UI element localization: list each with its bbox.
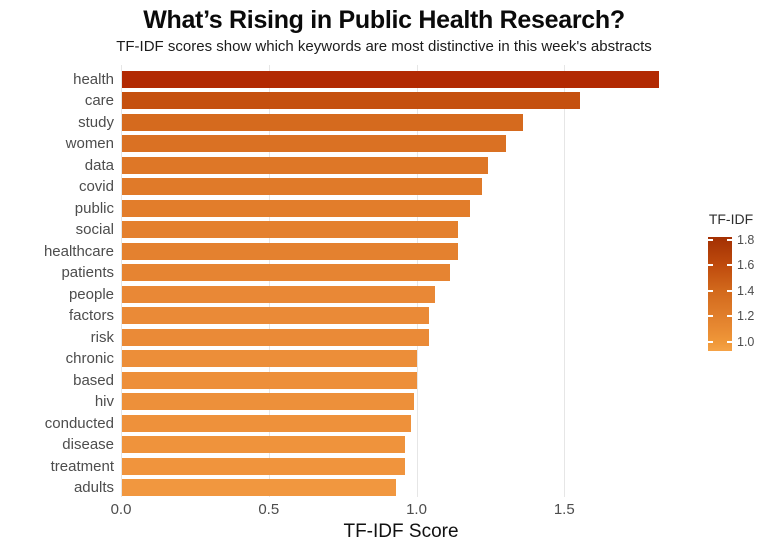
y-label-care: care	[84, 92, 114, 109]
bar-covid	[121, 178, 482, 195]
y-label-people: people	[68, 285, 114, 303]
y-label-conducted: conducted	[44, 414, 114, 432]
bar-healthcare	[121, 242, 459, 260]
colorbar-tickmark-1.0	[727, 341, 732, 344]
colorbar-label-1.0: 1.0	[737, 335, 755, 350]
y-label-women: women	[65, 135, 114, 152]
bar-disease	[121, 436, 406, 453]
gridline-0.0	[121, 65, 122, 497]
y-label-adults: adults	[73, 479, 114, 496]
colorbar-label-1.8: 1.8	[737, 232, 755, 247]
colorbar-label-1.4: 1.4	[737, 283, 755, 298]
colorbar-label-1.2: 1.2	[737, 309, 755, 324]
colorbar-tickmark-1.8	[708, 238, 713, 241]
y-label-data: data	[84, 156, 114, 174]
y-label-social: social	[75, 221, 114, 238]
bar-hiv	[121, 393, 415, 410]
y-label-public: public	[74, 199, 114, 217]
y-label-health: health	[73, 70, 114, 88]
colorbar-tickmark-1.4	[708, 289, 713, 292]
y-label-disease: disease	[62, 436, 114, 453]
x-tick-0.0: 0.0	[110, 501, 132, 518]
y-label-patients: patients	[61, 264, 114, 281]
bar-care	[121, 92, 580, 109]
bar-social	[121, 221, 459, 238]
y-label-hiv: hiv	[94, 393, 114, 410]
y-label-treatment: treatment	[50, 457, 114, 475]
bar-based	[121, 371, 417, 389]
gridline-1.0	[416, 65, 418, 497]
legend-title: TF-IDF	[708, 211, 754, 227]
bar-treatment	[121, 457, 406, 475]
y-label-healthcare: healthcare	[43, 242, 114, 260]
bar-factors	[121, 307, 429, 324]
colorbar-tickmark-1.6	[727, 264, 732, 267]
colorbar-tickmark-1.2	[727, 315, 732, 318]
gridline-0.5	[268, 65, 270, 497]
colorbar-legend: TF-IDF 1.8 1.6 1.4 1.2 1.0	[700, 211, 768, 361]
x-tick-1.0: 1.0	[406, 501, 427, 518]
bar-conducted	[121, 414, 412, 432]
y-label-risk: risk	[90, 328, 114, 346]
bar-study	[121, 113, 524, 131]
chart-title: What’s Rising in Public Health Research?	[143, 6, 625, 34]
colorbar-label-1.6: 1.6	[737, 258, 755, 273]
bar-risk	[121, 328, 429, 346]
x-tick-1.5: 1.5	[553, 501, 575, 518]
bar-adults	[121, 479, 397, 496]
colorbar-tickmark-1.0	[708, 341, 713, 344]
colorbar-tickmark-1.2	[708, 315, 713, 318]
y-label-chronic: chronic	[65, 350, 114, 367]
y-label-factors: factors	[68, 307, 114, 324]
colorbar-ticks: 1.8 1.6 1.4 1.2 1.0	[700, 211, 768, 361]
x-tick-0.5: 0.5	[258, 501, 280, 518]
gridline-1.5	[564, 65, 566, 497]
y-label-study: study	[78, 113, 114, 131]
colorbar-gradient	[708, 237, 732, 351]
bar-data	[121, 156, 488, 174]
bar-women	[121, 135, 506, 152]
x-axis-title: TF-IDF Score	[343, 521, 459, 542]
bar-people	[121, 285, 435, 303]
bar-health	[121, 70, 660, 88]
y-label-covid: covid	[78, 178, 114, 195]
bar-patients	[121, 264, 450, 281]
colorbar-tickmark-1.8	[727, 238, 732, 241]
colorbar-tickmark-1.6	[708, 264, 713, 267]
y-label-based: based	[73, 371, 114, 389]
chart-subtitle: TF-IDF scores show which keywords are mo…	[116, 38, 652, 55]
bar-public	[121, 199, 471, 217]
colorbar-tickmark-1.4	[727, 289, 732, 292]
bar-chronic	[121, 350, 417, 367]
plot-area	[121, 65, 681, 497]
